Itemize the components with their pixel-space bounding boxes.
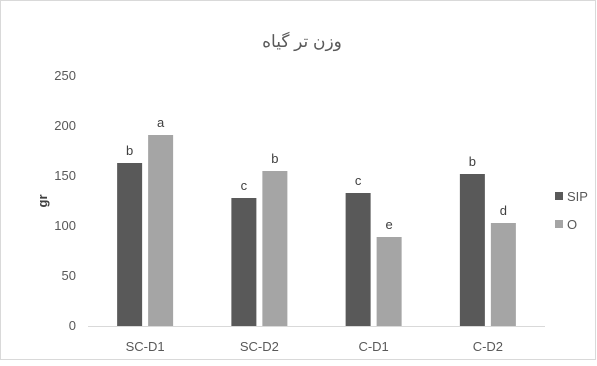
bar-data-label: b	[271, 151, 278, 166]
legend-label-o: O	[567, 217, 577, 232]
bar-data-label: d	[500, 203, 507, 218]
x-tick-label: C-D2	[473, 339, 503, 354]
bars	[117, 135, 516, 326]
bar-data-label: c	[241, 178, 248, 193]
x-axis-ticks: SC-D1 SC-D2 C-D1 C-D2	[126, 339, 503, 354]
y-axis-label: gr	[35, 195, 50, 208]
legend-label-sip: SIP	[567, 189, 588, 204]
x-tick-label: C-D1	[358, 339, 388, 354]
x-tick-label: SC-D2	[240, 339, 279, 354]
y-tick-label: 250	[54, 68, 76, 83]
y-tick-label: 50	[62, 268, 76, 283]
bar-data-label: a	[157, 115, 165, 130]
legend: SIP O	[555, 189, 588, 232]
y-tick-label: 200	[54, 118, 76, 133]
bar-o-sc-d2	[262, 171, 288, 326]
y-tick-label: 100	[54, 218, 76, 233]
bar-o-sc-d1	[148, 135, 174, 326]
bar-sip-sc-d2	[231, 198, 257, 326]
legend-swatch-o	[555, 220, 563, 228]
bar-sip-c-d1	[345, 193, 371, 326]
bar-sip-c-d2	[459, 174, 485, 326]
bar-data-label: e	[386, 217, 393, 232]
y-tick-label: 0	[69, 318, 76, 333]
y-tick-label: 150	[54, 168, 76, 183]
chart-title: وزن تر گیاه	[262, 31, 342, 52]
legend-swatch-sip	[555, 192, 563, 200]
y-axis-ticks: 0 50 100 150 200 250	[54, 68, 76, 333]
x-tick-label: SC-D1	[126, 339, 165, 354]
bar-data-label: b	[469, 154, 476, 169]
bar-labels: b a c b c e b d	[126, 115, 507, 232]
bar-data-label: b	[126, 143, 133, 158]
bar-sip-sc-d1	[117, 163, 143, 326]
bar-data-label: c	[355, 173, 362, 188]
bar-o-c-d1	[376, 237, 402, 326]
bar-o-c-d2	[490, 223, 516, 326]
